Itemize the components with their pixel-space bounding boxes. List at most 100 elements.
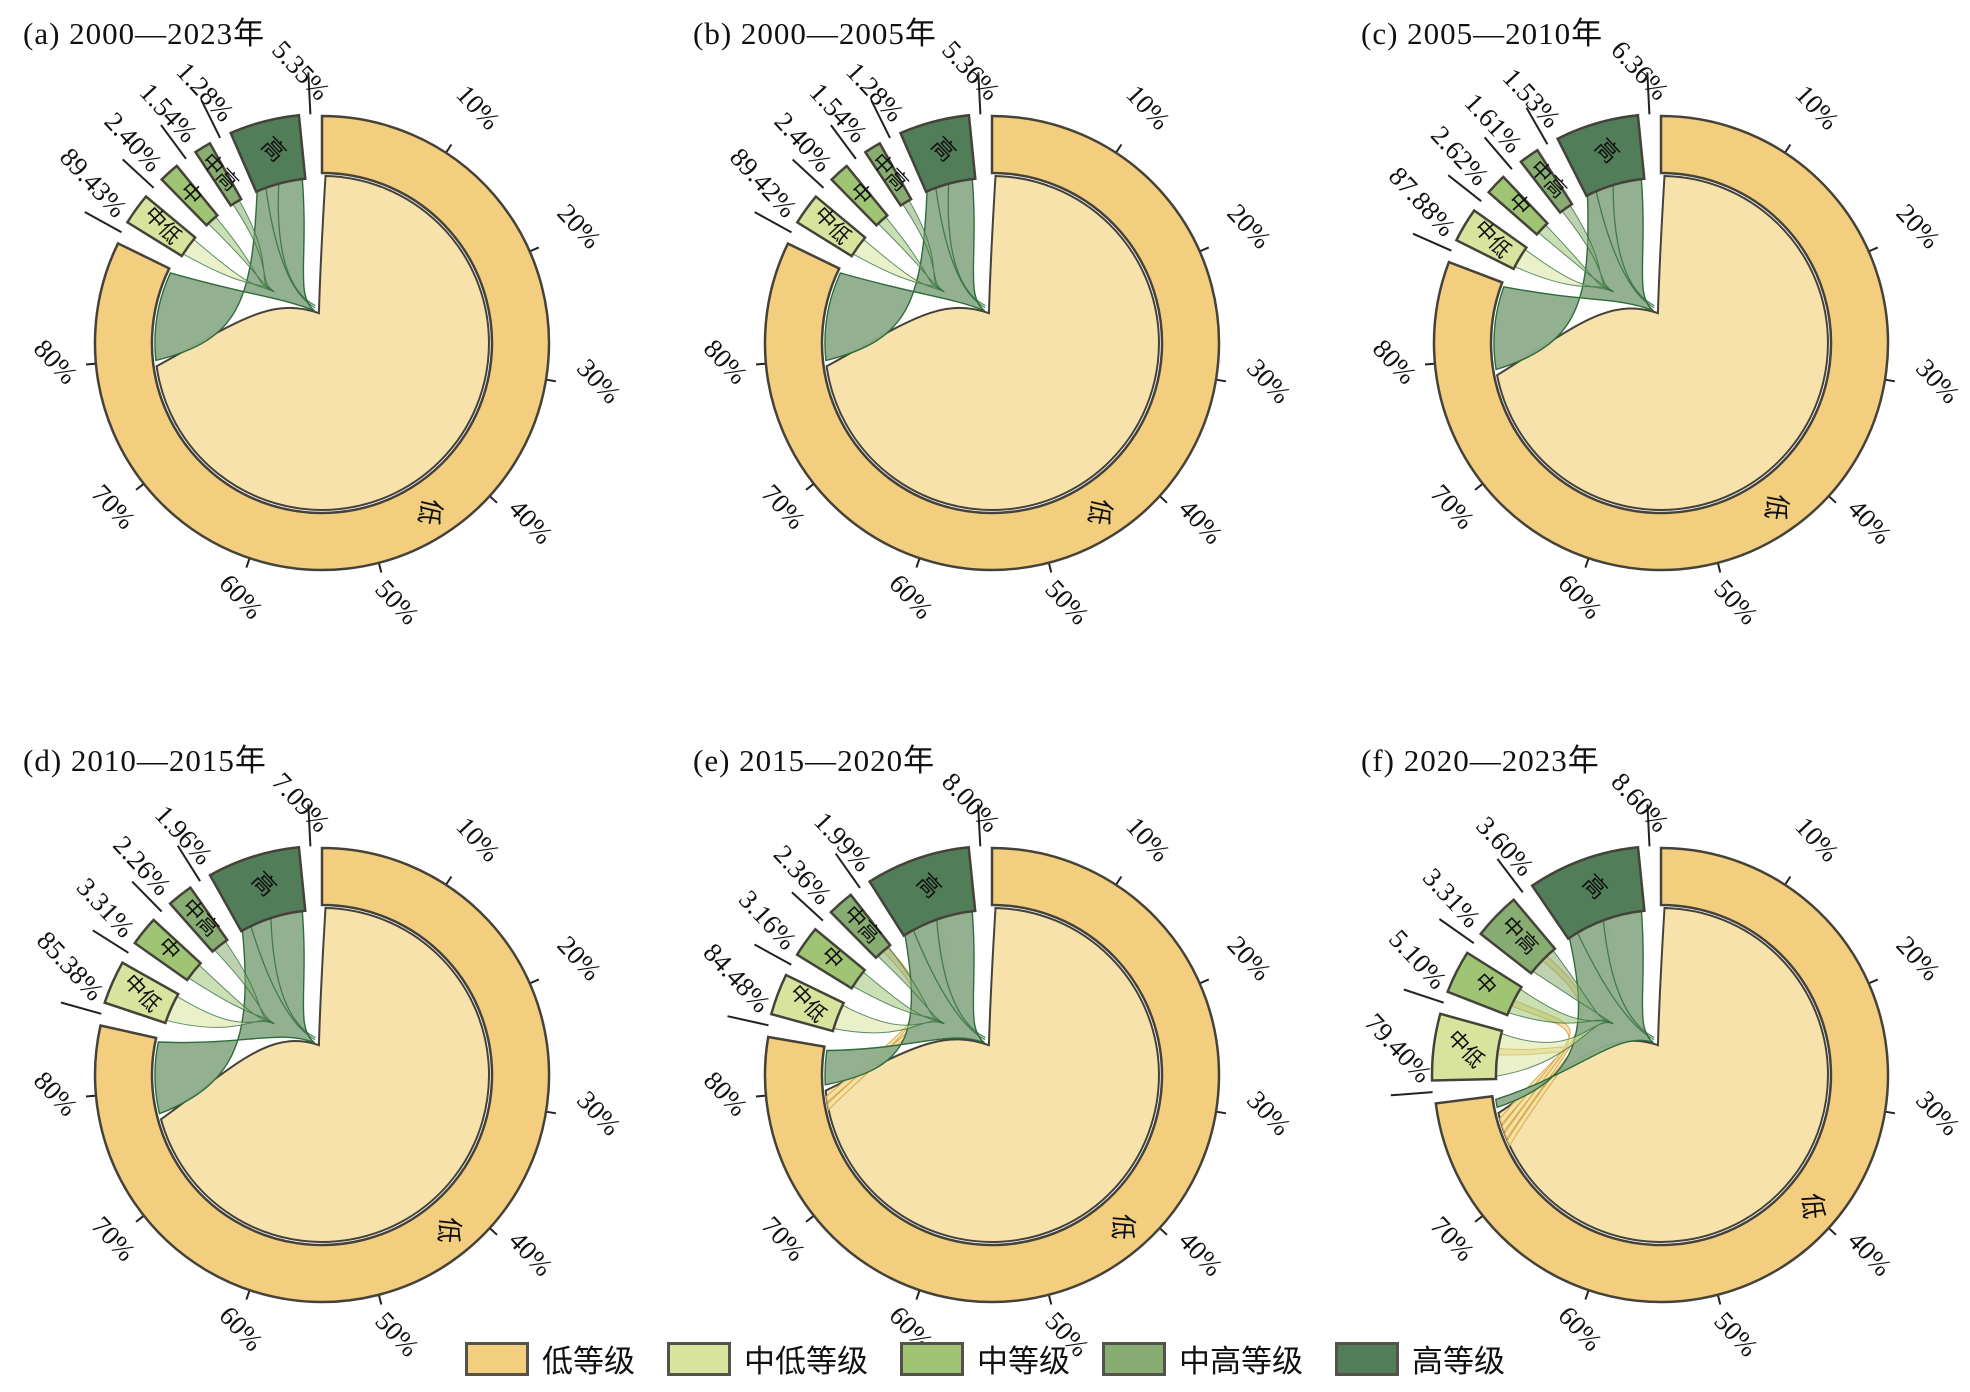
- legend-swatch-2: [900, 1341, 964, 1376]
- value-label: 5.36%: [936, 35, 1006, 106]
- ribbon-group: [1492, 906, 1829, 1243]
- tick-label: 10%: [1789, 811, 1845, 868]
- sector-mid_high: [1478, 897, 1557, 976]
- sector-mid_high: [168, 885, 229, 954]
- value-leader: [131, 880, 163, 913]
- chord-low-self: [1495, 174, 1829, 511]
- value-label: 8.00%: [936, 767, 1006, 838]
- tick-label: 70%: [86, 478, 142, 535]
- tick-label: 10%: [1789, 79, 1845, 136]
- tick-mark: [1474, 1215, 1483, 1223]
- panel-title-f: (f) 2020—2023年: [1361, 743, 1600, 778]
- ring-sectors: [93, 113, 551, 572]
- tick-mark: [85, 1094, 95, 1098]
- chord-low-self: [159, 906, 490, 1243]
- value-label: 3.60%: [1470, 811, 1540, 882]
- tick-mark: [1885, 1110, 1896, 1115]
- ribbon-group: [824, 906, 1160, 1243]
- legend-label-2: 中等级: [977, 1344, 1070, 1379]
- tick-label: 20%: [1890, 930, 1946, 987]
- ribbon-group: [154, 906, 490, 1243]
- chord-strand: [947, 178, 986, 307]
- value-leader: [791, 891, 824, 922]
- tick-mark: [1115, 143, 1123, 153]
- chord-strand: [935, 914, 986, 1039]
- tick-mark: [1159, 495, 1168, 504]
- tick-label: 80%: [1367, 333, 1423, 390]
- legend-swatch-0: [465, 1341, 529, 1376]
- sector-mid_high: [1519, 148, 1574, 215]
- tick-label: 50%: [1039, 574, 1095, 631]
- sector-mid_low: [795, 194, 867, 258]
- sector-mid: [795, 927, 867, 991]
- tick-label: 40%: [1173, 1225, 1229, 1282]
- sector-high: [1555, 113, 1646, 198]
- chord-diagram-b: 10%20%30%40%50%60%70%80%89.42%2.40%1.54%…: [698, 35, 1297, 631]
- value-leader: [84, 211, 122, 234]
- legend-item-1: 中低等级: [667, 1336, 868, 1381]
- tick-label: 20%: [1890, 198, 1946, 255]
- tick-label: 20%: [1221, 930, 1277, 987]
- value-leader: [176, 845, 201, 882]
- tick-label: 70%: [86, 1210, 142, 1267]
- chord-high-low: [824, 174, 986, 362]
- tick-mark: [1885, 378, 1896, 383]
- value-leader: [977, 804, 982, 847]
- chord-strand: [248, 921, 316, 1041]
- label-low: 低: [413, 496, 447, 528]
- tick-label: 40%: [1173, 493, 1229, 550]
- legend-swatch-4: [1335, 1341, 1399, 1376]
- value-leader: [1483, 136, 1513, 170]
- chord-high-low: [1493, 174, 1655, 371]
- tick-mark: [1784, 875, 1792, 885]
- sector-mid_high: [863, 141, 913, 208]
- value-leader: [160, 124, 187, 160]
- sector-low: [1432, 114, 1890, 572]
- sector-high: [208, 845, 307, 933]
- tick-mark: [489, 495, 498, 504]
- chord-strand: [277, 178, 316, 307]
- value-leader: [1525, 107, 1549, 145]
- legend-item-3: 中高等级: [1102, 1336, 1303, 1381]
- legend-item-4: 高等级: [1335, 1336, 1505, 1381]
- tick-label: 30%: [1910, 353, 1966, 410]
- chord-strand: [1594, 186, 1655, 309]
- tick-label: 40%: [1842, 1225, 1898, 1282]
- tick-mark: [1584, 1290, 1590, 1300]
- chord-strand: [910, 925, 986, 1041]
- ribbon-group: [1493, 174, 1829, 511]
- tick-label: 10%: [450, 811, 506, 868]
- tick-mark: [1115, 875, 1123, 885]
- legend-swatch-3: [1102, 1341, 1166, 1376]
- tick-label: 50%: [1708, 574, 1764, 631]
- value-label: 1.96%: [149, 799, 219, 870]
- legend-item-0: 低等级: [465, 1336, 635, 1381]
- tick-mark: [546, 378, 557, 383]
- chord-strand: [1574, 927, 1655, 1041]
- legend-label-1: 中低等级: [744, 1344, 868, 1379]
- sector-mid_high: [193, 141, 243, 208]
- tick-mark: [1584, 558, 1590, 568]
- value-leader: [791, 158, 825, 189]
- value-leader: [1646, 72, 1651, 115]
- label-low: 低: [1759, 492, 1792, 523]
- label-low: 低: [1797, 1192, 1828, 1220]
- sector-low: [93, 846, 551, 1304]
- tick-mark: [1474, 483, 1483, 491]
- value-leader: [122, 158, 155, 189]
- tick-label: 70%: [1425, 1210, 1481, 1267]
- tick-label: 60%: [883, 568, 939, 625]
- value-leader: [200, 99, 221, 139]
- tick-label: 70%: [756, 478, 812, 535]
- value-leader: [830, 124, 857, 160]
- tick-mark: [1200, 978, 1210, 984]
- panel-title-d: (d) 2010—2015年: [23, 743, 267, 778]
- tick-label: 10%: [450, 79, 506, 136]
- value-leader: [834, 853, 861, 889]
- ring-sectors: [763, 845, 1221, 1304]
- legend: 低等级 中低等级 中等级 中高等级 高等级: [0, 1336, 1970, 1381]
- tick-label: 30%: [571, 353, 627, 410]
- label-low: 低: [1083, 496, 1117, 528]
- chord-diagram-f: 10%20%30%40%50%60%70%79.40%5.10%3.31%3.6…: [1359, 767, 1966, 1363]
